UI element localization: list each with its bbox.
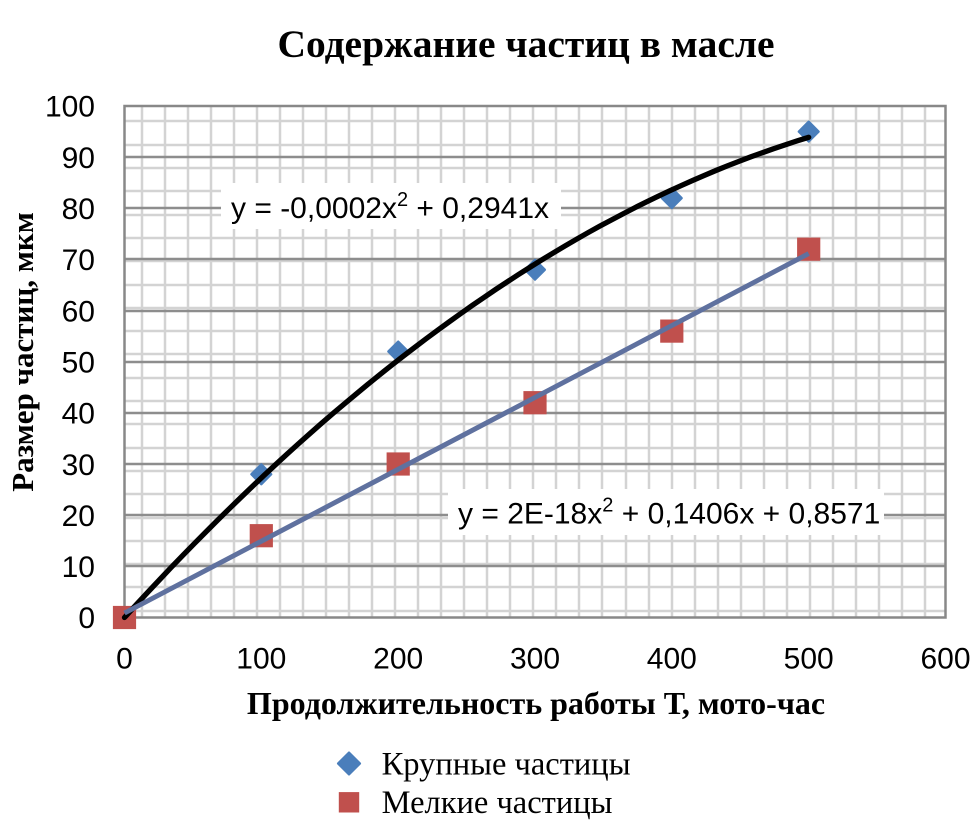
- svg-text:Размер частиц, мкм: Размер частиц, мкм: [5, 212, 40, 492]
- svg-text:20: 20: [62, 500, 95, 533]
- svg-text:y = -0,0002x2 + 0,2941x: y = -0,0002x2 + 0,2941x: [231, 189, 549, 225]
- svg-text:Продолжительность работы Т, мо: Продолжительность работы Т, мото-час: [247, 685, 825, 721]
- svg-text:70: 70: [62, 244, 95, 277]
- svg-text:60: 60: [62, 295, 95, 328]
- svg-text:100: 100: [236, 643, 286, 676]
- svg-text:50: 50: [62, 346, 95, 379]
- svg-text:Крупные частицы: Крупные частицы: [382, 747, 631, 783]
- svg-text:y = 2E-18x2 + 0,1406x + 0,8571: y = 2E-18x2 + 0,1406x + 0,8571: [458, 494, 880, 530]
- svg-text:0: 0: [116, 643, 133, 676]
- svg-text:30: 30: [62, 449, 95, 482]
- svg-text:100: 100: [45, 91, 95, 124]
- svg-text:300: 300: [510, 643, 560, 676]
- svg-text:400: 400: [647, 643, 697, 676]
- svg-text:Мелкие частицы: Мелкие частицы: [382, 785, 613, 821]
- svg-text:40: 40: [62, 398, 95, 431]
- svg-text:200: 200: [373, 643, 423, 676]
- svg-text:500: 500: [784, 643, 834, 676]
- svg-text:Содержание частиц в масле: Содержание частиц в масле: [277, 22, 774, 66]
- svg-text:0: 0: [78, 602, 95, 635]
- svg-text:600: 600: [920, 643, 970, 676]
- svg-text:80: 80: [62, 193, 95, 226]
- svg-text:10: 10: [62, 551, 95, 584]
- svg-text:90: 90: [62, 142, 95, 175]
